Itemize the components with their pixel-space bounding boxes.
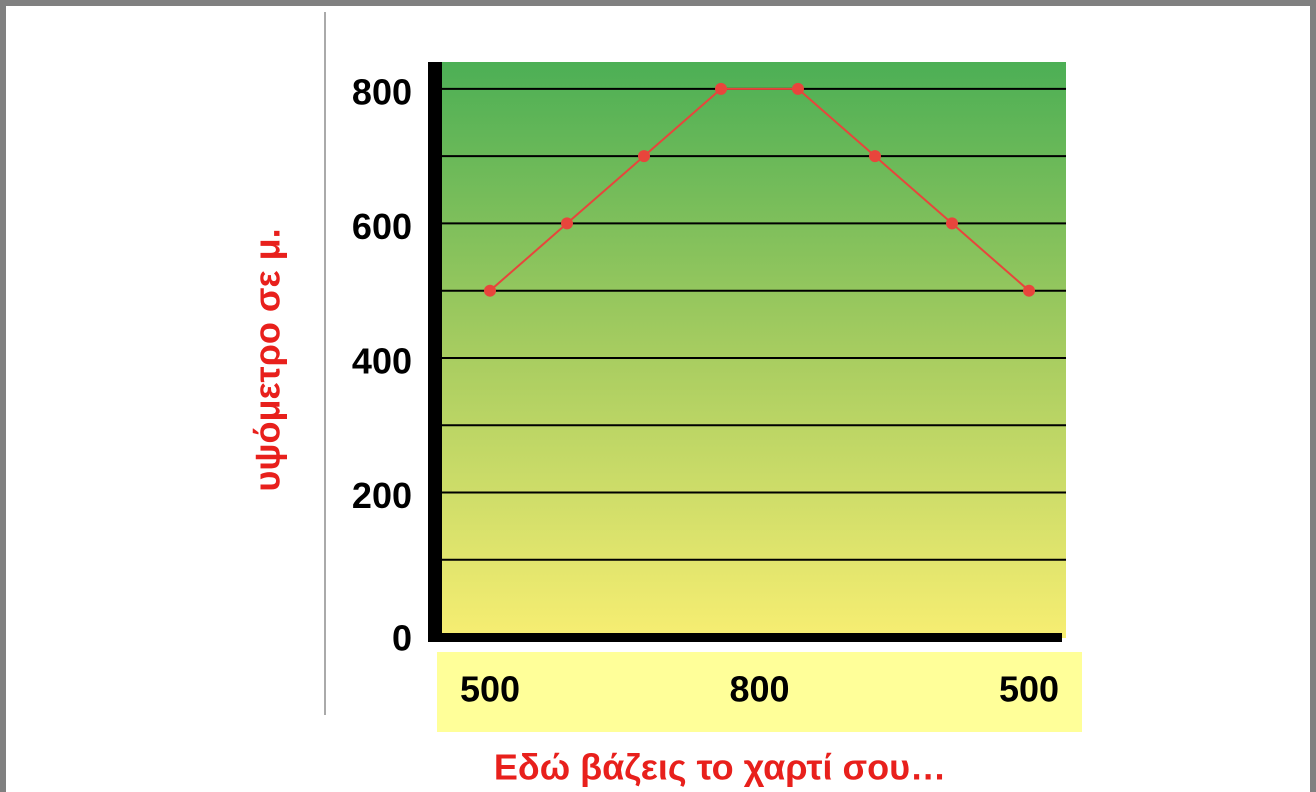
marks	[484, 82, 1035, 297]
x-label-box	[437, 652, 1082, 732]
x-tick-label: 800	[729, 669, 789, 710]
y-tick-label: 600	[352, 206, 412, 247]
x-tick-label: 500	[460, 669, 520, 710]
y-axis	[428, 62, 442, 642]
x-tick-label: 500	[999, 669, 1059, 710]
x-axis	[428, 633, 1062, 642]
point	[561, 217, 573, 230]
point	[484, 284, 496, 297]
point	[792, 82, 804, 95]
point	[869, 150, 881, 163]
point	[1023, 284, 1035, 297]
point	[715, 82, 727, 95]
x-axis-title: Εδώ βάζεις το χαρτί σου…	[494, 747, 946, 788]
y-axis-title: υψόμετρο σε μ.	[247, 228, 288, 491]
plot-background	[436, 62, 1066, 638]
y-tick-label: 0	[392, 618, 412, 659]
point	[946, 217, 958, 230]
y-tick-label: 400	[352, 340, 412, 381]
y-tick-label: 200	[352, 475, 412, 516]
point	[638, 150, 650, 163]
y-tick-label: 800	[352, 71, 412, 112]
line	[489, 87, 1030, 292]
